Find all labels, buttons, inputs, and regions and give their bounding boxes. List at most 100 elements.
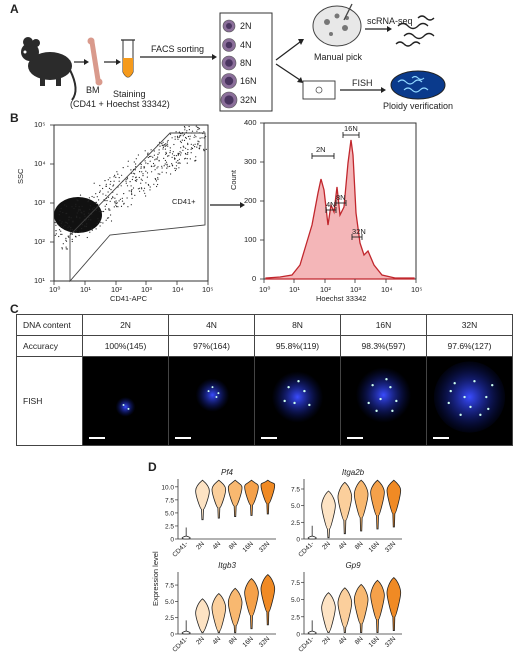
violin-y-tick-label: 7.5 <box>291 580 300 587</box>
flow-event-dot <box>93 182 95 184</box>
flow-event-dot <box>161 144 163 147</box>
flow-event-dot <box>115 176 117 178</box>
flow-event-dot <box>170 173 172 175</box>
flow-event-dot <box>93 196 95 198</box>
violin-4n <box>211 593 227 634</box>
flow-event-dot <box>178 153 180 155</box>
flow-event-dot <box>178 167 180 169</box>
flow-event-dot <box>74 235 77 237</box>
flow-event-dot <box>149 156 151 158</box>
flow-event-dot <box>184 127 186 129</box>
hist-x-tick-3: 10³ <box>350 285 361 294</box>
violin-y-tick-label: 2.5 <box>165 523 174 530</box>
flow-event-dot <box>147 153 149 155</box>
flow-event-dot <box>113 184 115 186</box>
flow-event-dot <box>107 191 109 193</box>
flow-event-dot <box>141 188 143 190</box>
flow-event-dot <box>140 167 142 169</box>
flow-event-dot <box>104 205 106 207</box>
hist-y-tick-400: 400 <box>244 118 257 127</box>
flow-event-dot <box>194 160 196 162</box>
flow-event-dot <box>180 154 182 156</box>
flow-event-dot <box>165 143 167 145</box>
flow-event-dot <box>188 125 190 128</box>
flow-event-dot <box>185 136 187 139</box>
flow-event-dot <box>131 192 133 194</box>
flow-event-dot <box>99 184 101 187</box>
violin-y-tick-label: 0 <box>170 632 174 639</box>
flow-event-dot <box>141 171 143 173</box>
flow-event-dot <box>151 171 153 173</box>
flow-event-dot <box>135 158 137 160</box>
flow-event-dot <box>195 159 197 161</box>
flow-event-dot <box>76 215 78 217</box>
flow-event-dot <box>194 143 196 145</box>
flow-event-dot <box>71 240 73 243</box>
flow-event-dot <box>58 235 60 238</box>
flow-event-dot <box>68 225 70 227</box>
flow-event-dot <box>75 203 77 205</box>
flow-event-dot <box>145 182 147 184</box>
flow-event-dot <box>125 182 127 184</box>
flow-event-dot <box>110 189 112 191</box>
flow-event-dot <box>89 205 91 207</box>
flow-event-dot <box>158 160 160 162</box>
violin-category-label: 32N <box>384 540 398 554</box>
violin-gene-title: Itgb3 <box>218 561 236 570</box>
panel-a-letter: A <box>10 2 19 16</box>
flow-event-dot <box>65 239 67 241</box>
flow-event-dot <box>138 176 140 179</box>
flow-event-dot <box>76 229 78 231</box>
flow-event-dot <box>140 178 142 180</box>
violin-category-label: 32N <box>258 635 272 649</box>
flow-event-dot <box>163 157 165 159</box>
flow-event-dot <box>153 154 155 156</box>
flow-event-dot <box>163 165 165 167</box>
flow-event-dot <box>60 207 62 210</box>
flow-event-dot <box>140 166 142 168</box>
flow-event-dot <box>149 160 151 162</box>
flow-event-dot <box>114 202 116 204</box>
violin-y-tick-label: 2.5 <box>291 520 300 527</box>
violin-8n <box>353 479 369 532</box>
flow-event-dot <box>64 221 66 223</box>
flow-event-dot <box>104 180 106 182</box>
flow-event-dot <box>128 190 130 192</box>
flow-event-dot <box>79 194 82 196</box>
violin-y-tick-label: 5.0 <box>291 503 300 510</box>
flow-event-dot <box>85 225 87 227</box>
flow-event-dot <box>127 165 129 167</box>
violin-32n <box>386 576 402 631</box>
flow-event-dot <box>110 180 112 183</box>
flow-event-dot <box>164 148 166 150</box>
flow-event-dot <box>84 215 86 217</box>
flow-event-dot <box>99 210 102 212</box>
violin-category-label: 16N <box>242 635 256 649</box>
violin-category-label: 4N <box>337 540 348 551</box>
flow-event-dot <box>99 190 101 192</box>
flow-event-dot <box>189 138 191 140</box>
flow-event-dot <box>174 169 176 172</box>
ploidy-4n: 4N <box>240 40 252 50</box>
fish-image-32n <box>426 356 513 446</box>
violin-2n <box>321 490 336 539</box>
flow-event-dot <box>155 180 157 182</box>
violin-y-tick-label: 5.0 <box>165 510 174 517</box>
violin-category-label: 4N <box>211 635 222 646</box>
flow-event-dot <box>61 221 63 223</box>
flow-event-dot <box>64 204 66 206</box>
bone-icon <box>87 37 103 86</box>
flow-event-dot <box>175 155 177 157</box>
hist-x-tick-2: 10² <box>320 285 331 294</box>
flow-event-dot <box>161 167 163 169</box>
ploidy-8n: 8N <box>240 58 252 68</box>
flow-event-dot <box>86 223 88 225</box>
flow-event-dot <box>117 206 119 208</box>
flow-event-dot <box>54 234 56 236</box>
flow-event-dot <box>143 167 145 169</box>
fish-label: FISH <box>352 78 373 88</box>
violin-y-tick-label: 5.0 <box>291 597 300 604</box>
flow-event-dot <box>162 148 164 150</box>
flow-event-dot <box>146 172 149 174</box>
flow-event-dot <box>141 179 143 181</box>
